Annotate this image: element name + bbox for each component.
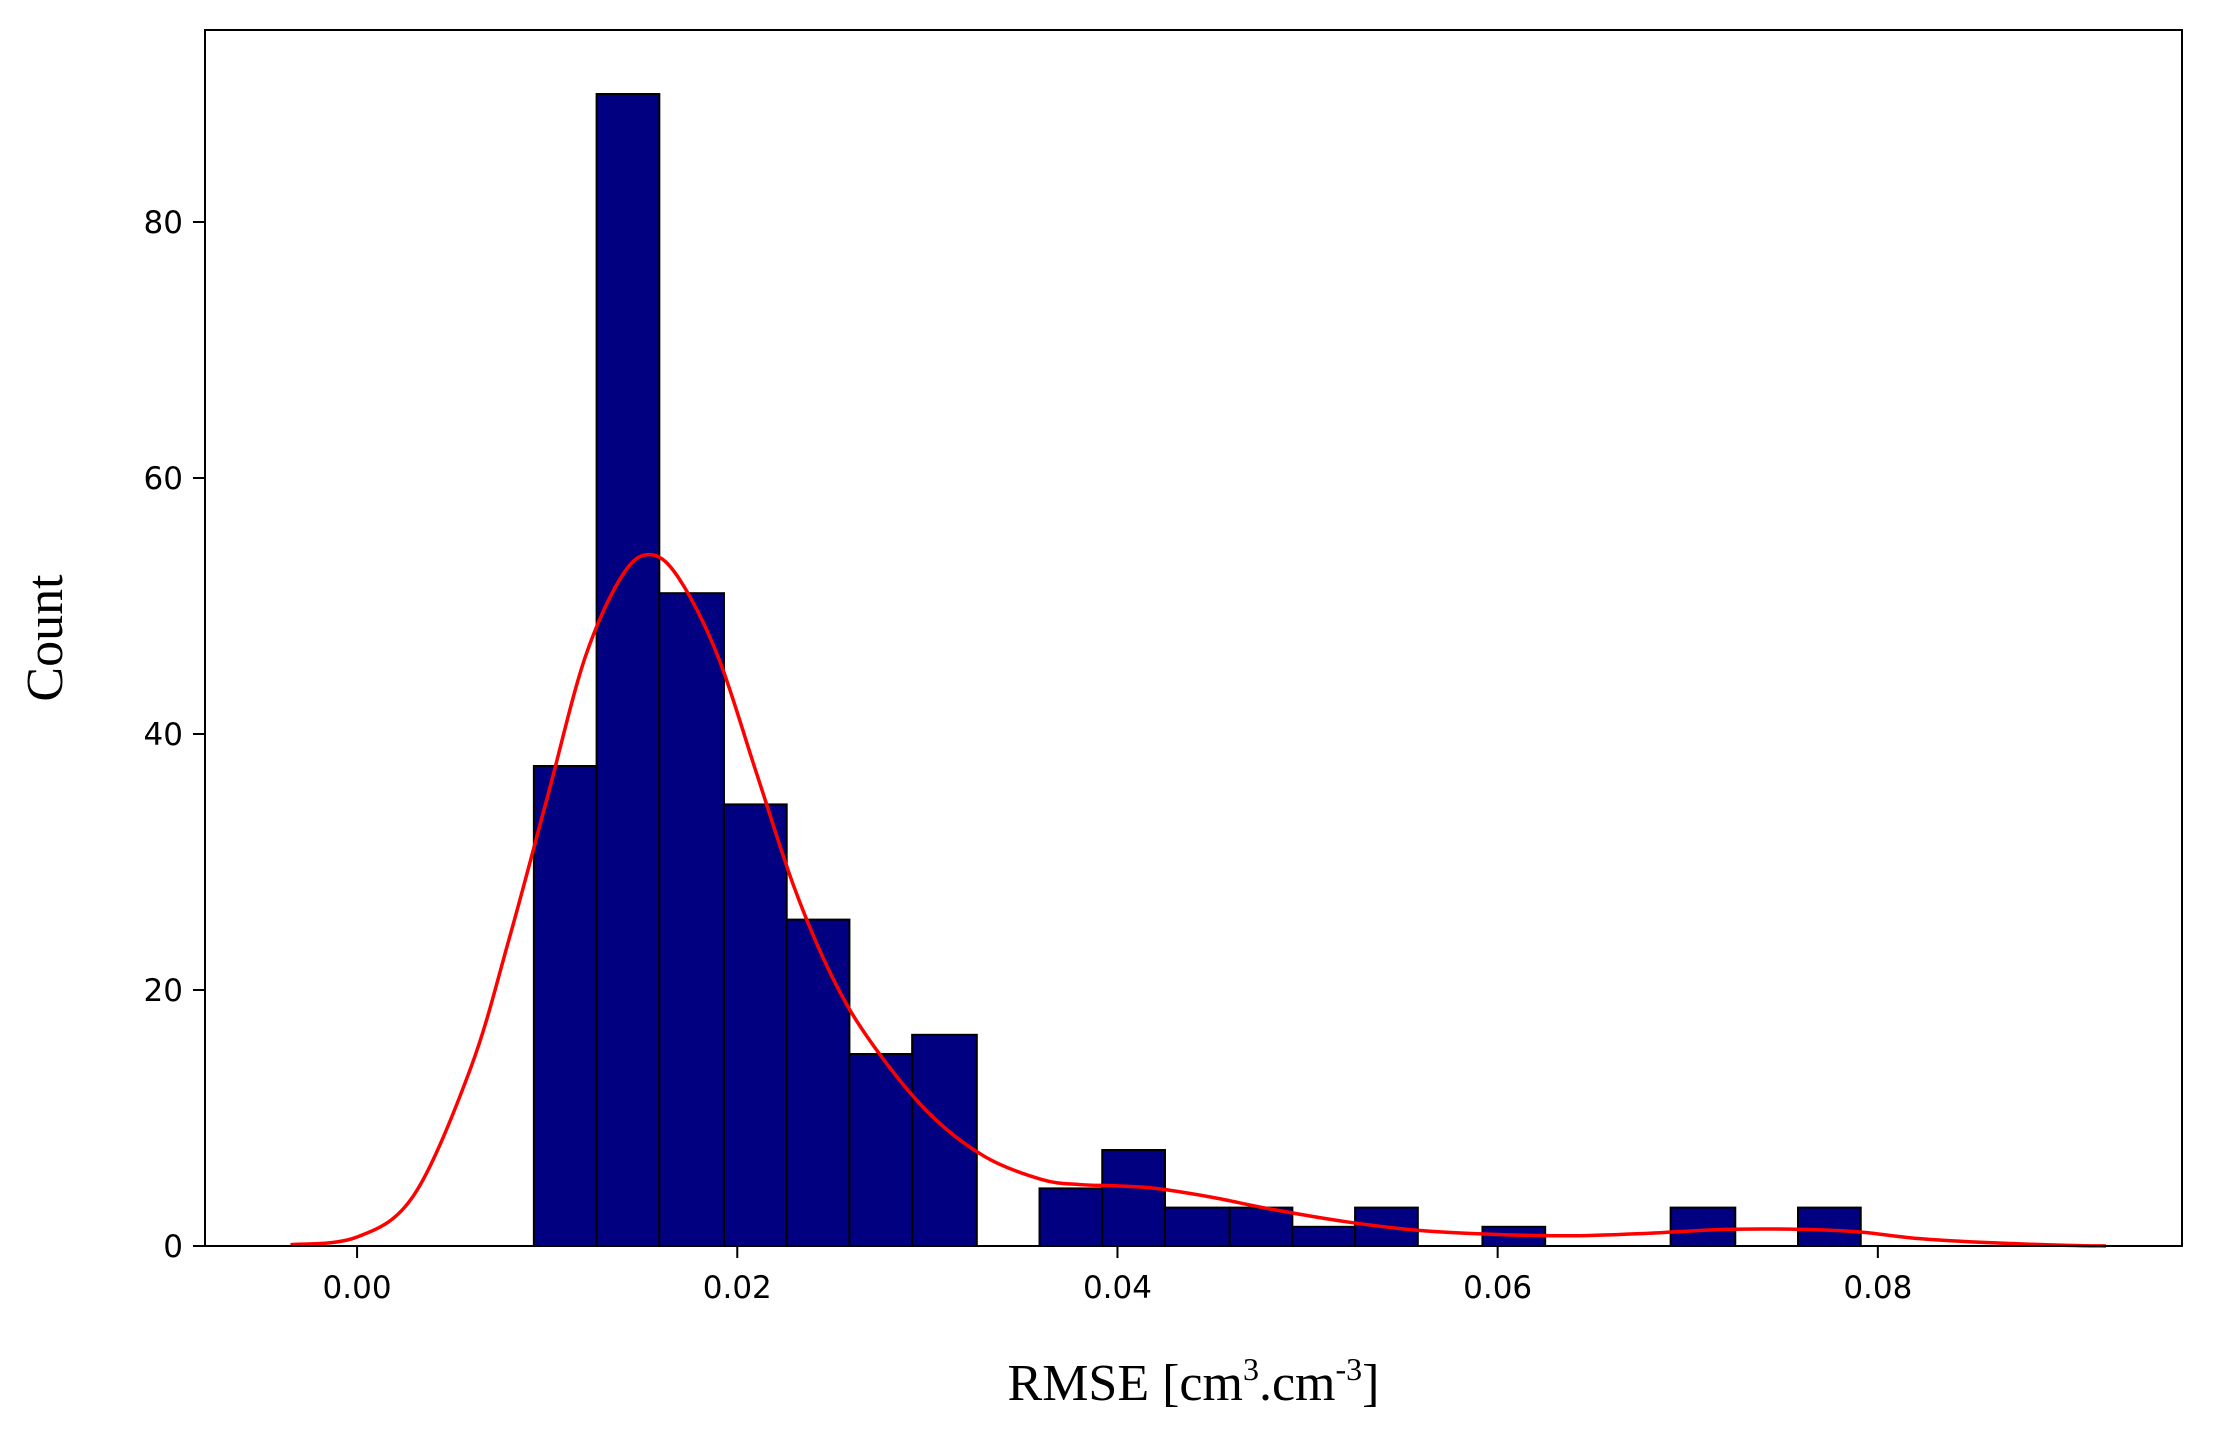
x-tick-label-0: 0.00 xyxy=(323,1270,392,1306)
histogram-bar-0 xyxy=(532,765,598,1247)
y-tick-label-4: 80 xyxy=(144,205,183,241)
x-axis-ticks: 0.00 0.02 0.04 0.06 0.08 xyxy=(323,1246,1912,1306)
kde-curve xyxy=(290,552,2106,1248)
histogram-bars xyxy=(532,93,1862,1248)
x-axis-title-sup2: -3 xyxy=(1336,1351,1363,1387)
y-tick-label-0: 0 xyxy=(163,1229,183,1265)
x-tick-label-2: 0.04 xyxy=(1083,1270,1152,1306)
histogram-bar-10 xyxy=(1228,1206,1294,1247)
x-tick-label-4: 0.08 xyxy=(1843,1270,1912,1306)
histogram-bar-3 xyxy=(722,803,788,1248)
histogram-bar-9 xyxy=(1163,1206,1231,1247)
histogram-bar-1 xyxy=(595,93,661,1247)
y-tick-label-2: 40 xyxy=(144,717,183,753)
histogram-bar-15 xyxy=(1797,1206,1862,1247)
x-tick-label-3: 0.06 xyxy=(1463,1270,1532,1306)
x-axis-title-sup1: 3 xyxy=(1243,1351,1259,1387)
x-axis-title-main: RMSE [cm xyxy=(1008,1355,1243,1412)
histogram-bar-14 xyxy=(1669,1206,1737,1247)
plot-frame xyxy=(204,29,2183,1247)
x-axis-title: RMSE [cm3.cm-3] xyxy=(1008,1351,1380,1412)
histogram-bar-6 xyxy=(911,1033,978,1248)
y-axis-ticks: 0 20 40 60 80 xyxy=(144,205,205,1265)
y-axis-title: Count xyxy=(17,574,74,702)
x-axis-title-mid: .cm xyxy=(1259,1355,1336,1412)
x-axis-title-end: ] xyxy=(1362,1355,1379,1412)
x-tick-label-1: 0.02 xyxy=(703,1270,772,1306)
histogram-bar-7 xyxy=(1038,1187,1104,1248)
histogram-bar-8 xyxy=(1101,1149,1166,1247)
histogram-bar-4 xyxy=(785,918,851,1247)
histogram-bar-2 xyxy=(658,592,725,1247)
histogram-bar-12 xyxy=(1354,1206,1419,1247)
y-tick-label-3: 60 xyxy=(144,461,183,497)
histogram-bar-11 xyxy=(1291,1225,1357,1248)
y-tick-label-1: 20 xyxy=(144,973,183,1009)
